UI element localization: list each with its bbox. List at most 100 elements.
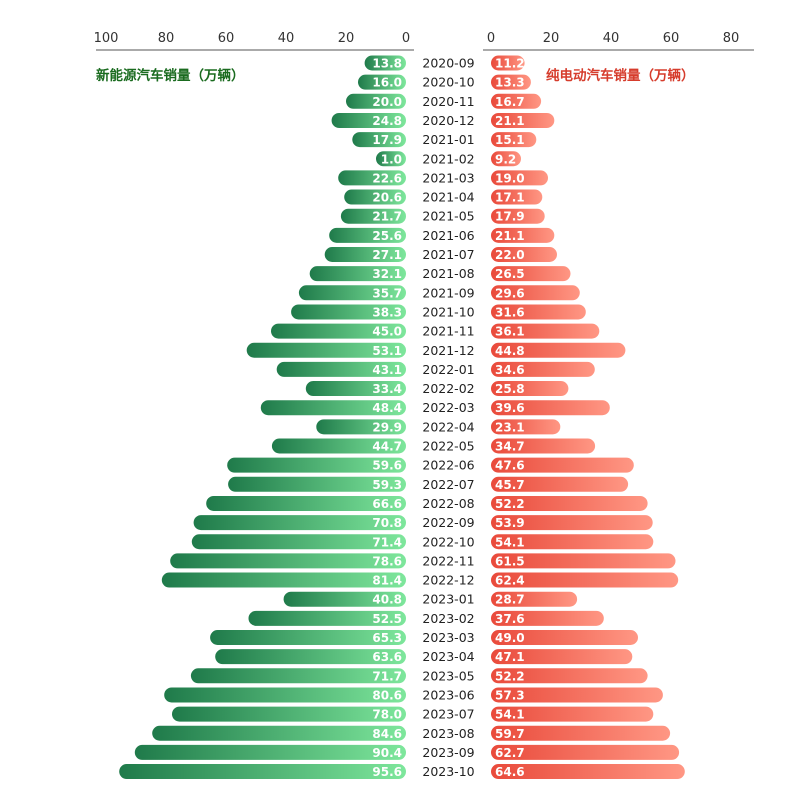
bar-new-energy (134, 744, 407, 760)
value-label-new-energy: 17.9 (372, 133, 402, 147)
category-label: 2021-10 (422, 304, 474, 319)
bar-pure-electric (491, 400, 610, 416)
value-label-pure-electric: 13.3 (495, 76, 525, 90)
legend-right: 纯电动汽车销量（万辆） (546, 67, 695, 84)
bar-new-energy (271, 438, 406, 454)
category-label: 2021-11 (422, 324, 474, 339)
left-axis-tick-label: 60 (218, 31, 235, 46)
category-label: 2021-01 (422, 132, 474, 147)
category-label: 2021-05 (422, 209, 474, 224)
bar-new-energy (190, 668, 406, 684)
category-label: 2022-01 (422, 362, 474, 377)
value-label-pure-electric: 61.5 (495, 554, 525, 568)
value-label-new-energy: 27.1 (372, 248, 402, 262)
bar-new-energy (340, 208, 406, 224)
bar-pure-electric (491, 457, 634, 473)
category-label: 2022-12 (422, 573, 474, 588)
bar-pure-electric (491, 112, 555, 128)
bar-pure-electric (491, 764, 685, 780)
bar-pure-electric (491, 419, 561, 435)
value-label-new-energy: 90.4 (372, 746, 402, 760)
value-label-new-energy: 24.8 (372, 114, 402, 128)
category-label: 2023-09 (422, 745, 474, 760)
value-label-new-energy: 43.1 (372, 363, 402, 377)
value-label-new-energy: 63.6 (372, 650, 402, 664)
value-label-pure-electric: 62.7 (495, 746, 525, 760)
bar-pure-electric (491, 74, 531, 90)
category-label: 2023-07 (422, 707, 474, 722)
value-label-new-energy: 81.4 (372, 574, 402, 588)
value-label-new-energy: 84.6 (372, 727, 402, 741)
category-label: 2021-07 (422, 247, 474, 262)
bar-pure-electric (491, 208, 545, 224)
bar-new-energy (119, 764, 406, 780)
value-label-pure-electric: 54.1 (495, 708, 525, 722)
value-label-pure-electric: 47.6 (495, 459, 525, 473)
value-label-pure-electric: 19.0 (495, 171, 525, 185)
category-label: 2022-07 (422, 477, 474, 492)
category-label: 2023-02 (422, 611, 474, 626)
value-label-pure-electric: 54.1 (495, 535, 525, 549)
bar-new-energy (210, 630, 406, 645)
category-label: 2022-09 (422, 515, 474, 530)
bar-new-energy (276, 361, 406, 377)
value-label-pure-electric: 57.3 (495, 688, 525, 702)
bar-new-energy (316, 419, 406, 435)
bar-new-energy (161, 572, 406, 588)
value-label-pure-electric: 28.7 (495, 593, 525, 607)
value-label-new-energy: 78.6 (372, 554, 402, 568)
right-axis-tick-label: 20 (543, 31, 560, 46)
value-label-pure-electric: 17.1 (495, 191, 525, 205)
value-label-pure-electric: 21.1 (495, 229, 525, 243)
value-label-pure-electric: 26.5 (495, 267, 525, 281)
value-label-pure-electric: 62.4 (495, 574, 525, 588)
value-label-new-energy: 25.6 (372, 229, 402, 243)
value-label-new-energy: 48.4 (372, 401, 402, 415)
bar-new-energy (309, 266, 406, 282)
value-label-pure-electric: 52.2 (495, 497, 525, 511)
right-axis-tick-label: 60 (663, 31, 680, 46)
value-label-new-energy: 16.0 (372, 76, 402, 90)
value-label-new-energy: 45.0 (372, 325, 402, 339)
bar-pure-electric (491, 630, 638, 645)
value-label-new-energy: 52.5 (372, 612, 402, 626)
value-label-new-energy: 20.0 (372, 95, 402, 109)
bar-pure-electric (491, 247, 557, 262)
value-label-new-energy: 21.7 (372, 210, 402, 224)
bar-pure-electric (491, 591, 578, 607)
bars: 13.8 11.2 16.0 13.3 20.0 16.7 24.8 21.1 17.9 15.1… (119, 55, 685, 780)
category-label: 2022-03 (422, 400, 474, 415)
bar-new-energy (193, 515, 406, 531)
value-label-pure-electric: 29.6 (495, 286, 525, 300)
category-label: 2023-06 (422, 687, 474, 702)
category-label: 2022-04 (422, 419, 474, 434)
bar-new-energy (329, 227, 406, 243)
legend-left: 新能源汽车销量（万辆） (96, 67, 245, 84)
bar-new-energy (271, 323, 406, 339)
value-label-pure-electric: 36.1 (495, 325, 525, 339)
value-label-new-energy: 38.3 (372, 305, 402, 319)
bar-new-energy (364, 55, 406, 71)
value-label-pure-electric: 47.1 (495, 650, 525, 664)
bar-new-energy (260, 400, 406, 416)
value-label-new-energy: 80.6 (372, 688, 402, 702)
bar-new-energy (344, 189, 406, 205)
value-label-new-energy: 59.6 (372, 459, 402, 473)
bar-new-energy (358, 74, 406, 90)
bar-pure-electric (491, 706, 654, 722)
category-label: 2021-03 (422, 170, 474, 185)
value-label-new-energy: 35.7 (372, 286, 402, 300)
bar-new-energy (246, 342, 406, 358)
category-label: 2020-09 (422, 56, 474, 71)
bar-new-energy (227, 457, 406, 473)
category-labels: 2020-09 2020-10 2020-11 2020-12 2021-01 2021-… (422, 56, 474, 780)
value-label-pure-electric: 15.1 (495, 133, 525, 147)
value-label-new-energy: 40.8 (372, 593, 402, 607)
category-label: 2023-10 (422, 764, 474, 779)
bar-pure-electric (491, 438, 596, 454)
bar-new-energy (170, 553, 406, 569)
bar-pure-electric (491, 744, 680, 760)
value-label-pure-electric: 9.2 (495, 152, 516, 166)
bar-pure-electric (491, 361, 595, 377)
bar-new-energy (228, 476, 406, 492)
